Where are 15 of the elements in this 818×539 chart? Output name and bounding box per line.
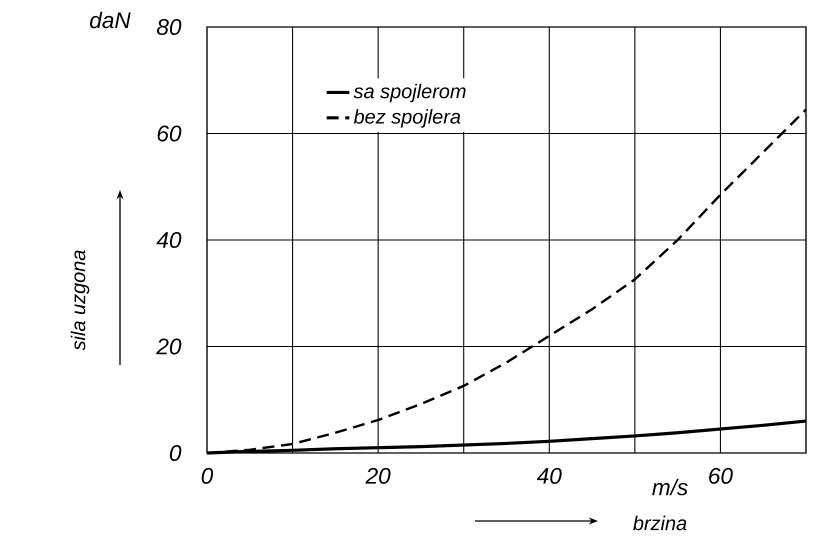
text: daN [90, 12, 131, 28]
legend-label: bez spojlera [354, 109, 460, 128]
text: m/s [652, 478, 688, 496]
x-tick-label: 20 [365, 468, 391, 484]
y-tick-label: 20 [156, 338, 182, 354]
y-tick-label: 0 [170, 445, 182, 461]
y-tick-label: 60 [158, 126, 182, 142]
y-tick-label: 80 [156, 19, 182, 36]
y-axis-title: sila uzgona [70, 250, 90, 350]
x-tick-label: 60 [709, 468, 733, 484]
x-tick-label: 0 [202, 468, 214, 484]
x-axis-title: brzina [633, 516, 686, 530]
y-tick-label: 40 [156, 232, 182, 248]
x-tick-label: 40 [536, 468, 562, 484]
legend-label: sa spojlerom [354, 84, 466, 102]
